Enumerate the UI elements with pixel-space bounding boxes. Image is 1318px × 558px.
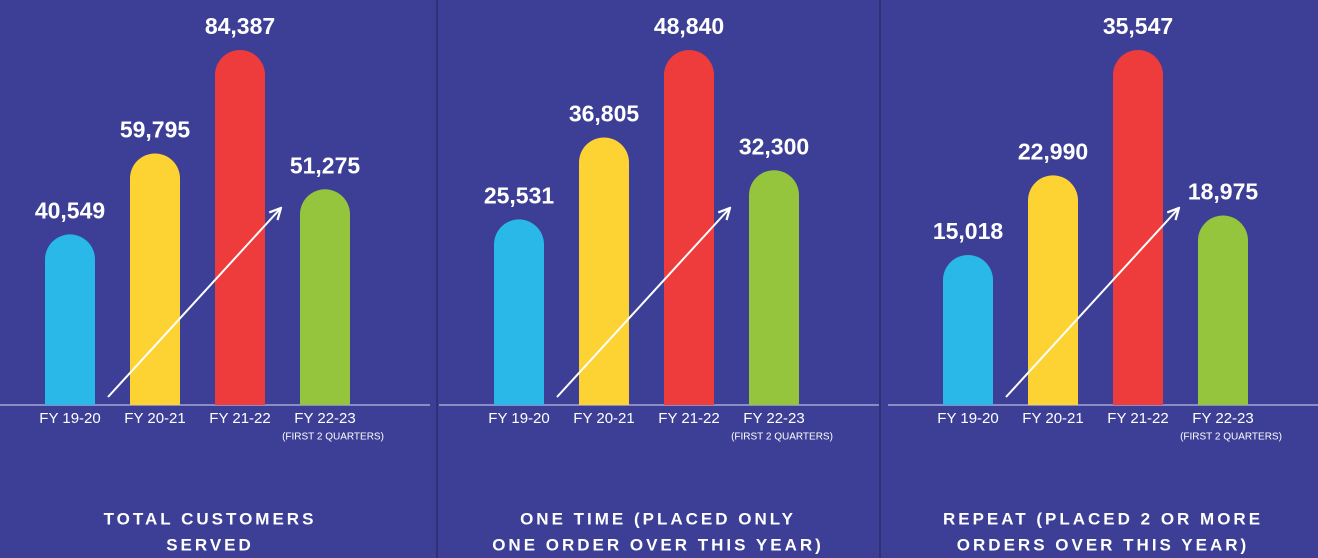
- bar: [300, 189, 350, 405]
- value-label: 25,531: [484, 183, 555, 209]
- chart-title: SERVED: [166, 535, 254, 554]
- bar: [1198, 215, 1248, 405]
- x-tick-label: FY 21-22: [1107, 410, 1168, 427]
- bar: [943, 255, 993, 405]
- value-label: 51,275: [290, 152, 361, 178]
- value-label: 40,549: [35, 197, 105, 223]
- x-tick-label: FY 21-22: [658, 410, 719, 427]
- chart-title: ONE TIME (PLACED ONLY: [520, 509, 796, 528]
- chart-title: TOTAL CUSTOMERS: [104, 509, 317, 528]
- x-tick-label: FY 22-23: [1192, 410, 1253, 427]
- value-label: 22,990: [1018, 138, 1088, 164]
- x-tick-label: FY 21-22: [209, 410, 270, 427]
- value-label: 48,840: [654, 13, 724, 39]
- bar: [1113, 50, 1163, 405]
- value-label: 32,300: [739, 133, 809, 159]
- trend-arrow: [556, 209, 729, 398]
- bar: [215, 50, 265, 405]
- x-tick-label: FY 20-21: [124, 410, 185, 427]
- bar: [1028, 175, 1078, 405]
- x-tick-label: FY 19-20: [488, 410, 549, 427]
- chart-title: REPEAT (PLACED 2 OR MORE: [943, 509, 1263, 528]
- x-tick-label: FY 19-20: [937, 410, 998, 427]
- value-label: 35,547: [1103, 13, 1173, 39]
- chart-title: ORDERS OVER THIS YEAR): [957, 535, 1249, 554]
- trend-arrow: [107, 209, 280, 398]
- category-note: (FIRST 2 QUARTERS): [731, 432, 833, 443]
- bar: [749, 170, 799, 405]
- x-tick-label: FY 20-21: [573, 410, 634, 427]
- x-tick-label: FY 22-23: [294, 410, 355, 427]
- bar: [130, 153, 180, 405]
- category-note: (FIRST 2 QUARTERS): [1180, 432, 1282, 443]
- bar: [664, 50, 714, 405]
- value-label: 15,018: [933, 218, 1004, 244]
- x-tick-label: FY 19-20: [39, 410, 100, 427]
- value-label: 59,795: [120, 117, 191, 143]
- value-label: 18,975: [1188, 179, 1259, 205]
- category-note: (FIRST 2 QUARTERS): [282, 432, 384, 443]
- value-label: 36,805: [569, 101, 640, 127]
- bar: [579, 137, 629, 405]
- chart-title: ONE ORDER OVER THIS YEAR): [492, 535, 824, 554]
- x-tick-label: FY 22-23: [743, 410, 804, 427]
- trend-arrow: [1005, 209, 1178, 398]
- value-label: 84,387: [205, 13, 275, 39]
- x-tick-label: FY 20-21: [1022, 410, 1083, 427]
- bar: [45, 234, 95, 405]
- bar: [494, 219, 544, 405]
